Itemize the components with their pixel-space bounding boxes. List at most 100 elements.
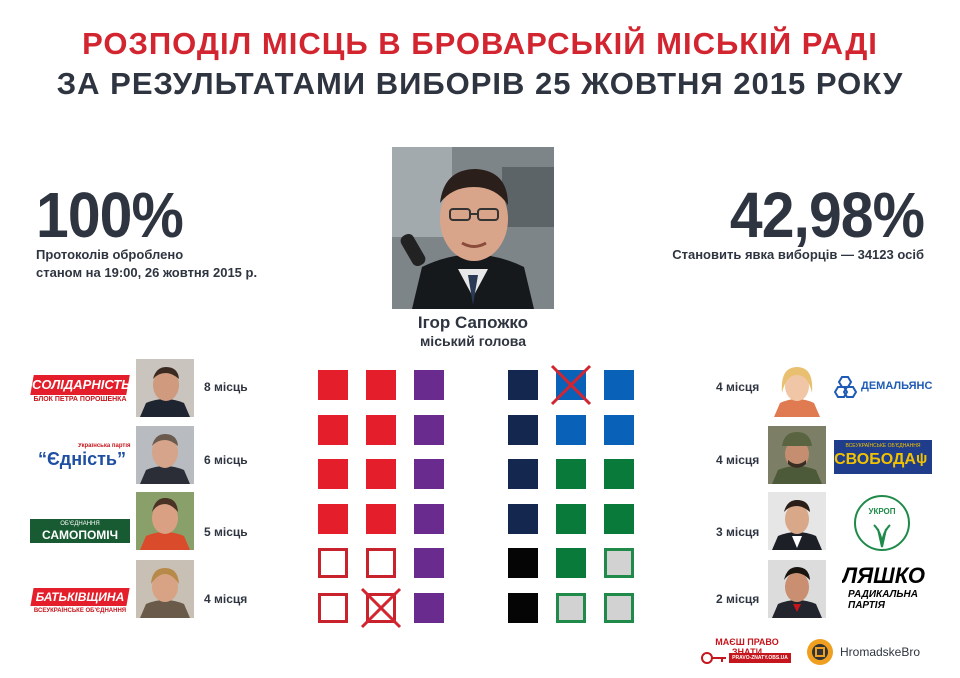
seat-square [508, 548, 538, 578]
seat-square [318, 459, 348, 489]
demalians-logo: ДЕМАЛЬЯНС [834, 372, 934, 402]
batkivshchyna-seats: 4 місця [204, 592, 248, 606]
ukrop-seats: 3 місця [716, 525, 760, 539]
batkivshchyna-leader-photo [136, 560, 194, 618]
demalians-leader-photo [768, 359, 826, 417]
seat-square [318, 503, 348, 534]
cross-icon [360, 587, 402, 628]
mayor-portrait-icon [392, 147, 554, 309]
batkivshchyna-logo-text: БАТЬКІВЩИНА [35, 590, 125, 604]
yednist-logo-top: Українська партія [78, 443, 131, 449]
solidarnist-leader-photo [136, 359, 194, 417]
yednist-logo-text: “Єдність” [38, 449, 126, 469]
mayor-role: міський голова [419, 333, 527, 349]
person-photo-icon [136, 426, 194, 484]
seat-square [508, 414, 538, 445]
svoboda-logo-text: СВОБОДА [834, 451, 916, 468]
person-photo-icon [768, 426, 826, 484]
mayor-photo [392, 147, 554, 309]
lyashko-logo-text: ЛЯШКО [842, 563, 926, 588]
ukrop-emblem-icon [854, 495, 910, 551]
yednist-logo: Українська партія “Єдність” [28, 443, 132, 475]
seat-square [414, 503, 444, 534]
hromadskebro-logo: HromadskeBro [806, 638, 936, 668]
turnout-value: 42,98% [729, 179, 925, 251]
svoboda-logo-top: ВСЕУКРАЇНСЬКЕ ОБ'ЄДНАННЯ [845, 443, 921, 449]
seat-square [318, 370, 348, 400]
yednist-leader-photo [136, 426, 194, 484]
seat-square [556, 503, 586, 534]
lyashko-seats: 2 місця [716, 592, 760, 606]
person-photo-icon [136, 560, 194, 618]
svoboda-logo: ВСЕУКРАЇНСЬКЕ ОБ'ЄДНАННЯ СВОБОДА ψ [834, 440, 932, 474]
mayor-name: Ігор Сапожко [417, 313, 529, 332]
samopomich-leader-photo [136, 492, 194, 550]
processed-protocols-caption-2: станом на 19:00, 26 жовтня 2015 р. [36, 265, 258, 280]
solidarnist-logo-sub: БЛОК ПЕТРА ПОРОШЕНКА [33, 396, 127, 403]
person-photo-icon [768, 359, 826, 417]
seat-square [414, 414, 444, 445]
samopomich-logo-top: ОБ'ЄДНАННЯ [60, 521, 100, 527]
seat-square [508, 459, 538, 489]
trident-icon: ψ [916, 450, 928, 467]
seat-square [414, 459, 444, 489]
ukrop-logo: УКРОП [852, 493, 912, 553]
batkivshchyna-logo: БАТЬКІВЩИНА ВСЕУКРАЇНСЬКЕ ОБ'ЄДНАННЯ [28, 588, 132, 618]
samopomich-seats: 5 місць [204, 525, 248, 539]
seat-square [508, 503, 538, 534]
cross-icon [550, 364, 592, 406]
lyashko-logo: ЛЯШКО РАДИКАЛЬНА ПАРТІЯ [842, 563, 934, 617]
seat-square [604, 503, 634, 534]
seat-square [414, 548, 444, 578]
person-photo-icon [136, 492, 194, 550]
seat-square [604, 370, 634, 400]
person-photo-icon [768, 560, 826, 618]
seat-square [508, 370, 538, 400]
svoboda-seats: 4 місця [716, 453, 760, 467]
seat-square [556, 459, 586, 489]
title-line-1: РОЗПОДІЛ МІСЦЬ В БРОВАРСЬКІЙ МІСЬКІЙ РАД… [82, 26, 878, 61]
seat-square [366, 548, 396, 578]
key-icon [701, 652, 726, 664]
seat-square [556, 414, 586, 445]
seat-square [556, 592, 586, 623]
person-photo-icon [136, 359, 194, 417]
seat-square [318, 414, 348, 445]
demalians-hexagon-icon [834, 376, 858, 398]
seat-square [508, 592, 538, 623]
seat-square [318, 548, 348, 578]
seat-square [366, 503, 396, 534]
ukrop-logo-text: УКРОП [868, 507, 896, 516]
solidarnist-logo-text: СОЛІДАРНІСТЬ [32, 377, 131, 392]
hromadskebro-text: HromadskeBro [840, 645, 921, 659]
svoboda-leader-photo [768, 426, 826, 484]
seat-square [366, 459, 396, 489]
seat-square [604, 459, 634, 489]
seat-square [604, 592, 634, 623]
batkivshchyna-logo-sub: ВСЕУКРАЇНСЬКЕ ОБ'ЄДНАННЯ [33, 608, 127, 614]
demalians-logo-text: ДЕМАЛЬЯНС [861, 380, 933, 392]
person-photo-icon [768, 492, 826, 550]
seat-square [414, 370, 444, 400]
seat-square [318, 592, 348, 623]
pravo-znaty-logo-text: МАЄШ ПРАВО ЗНАТИ [715, 637, 779, 657]
samopomich-logo: ОБ'ЄДНАННЯ САМОПОМІЧ [30, 519, 130, 543]
hromadskebro-icon [807, 639, 833, 665]
processed-protocols-caption-1: Протоколів оброблено [36, 247, 184, 262]
demalians-seats: 4 місця [716, 380, 760, 394]
title-line-2: ЗА РЕЗУЛЬТАТАМИ ВИБОРІВ 25 ЖОВТНЯ 2015 Р… [56, 66, 904, 101]
lyashko-logo-sub: РАДИКАЛЬНА ПАРТІЯ [848, 589, 918, 611]
seat-square [604, 548, 634, 578]
solidarnist-seats: 8 місць [204, 380, 248, 394]
turnout-caption: Становить явка виборців — 34123 осіб [672, 247, 924, 262]
seat-square [604, 414, 634, 445]
ukrop-leader-photo [768, 492, 826, 550]
pravo-znaty-logo: МАЄШ ПРАВО ЗНАТИ PRAVO-ZNATY.OBS.UA [701, 637, 793, 669]
lyashko-leader-photo [768, 560, 826, 618]
yednist-seats: 6 місць [204, 453, 248, 467]
seat-square [414, 592, 444, 623]
solidarnist-logo: СОЛІДАРНІСТЬ БЛОК ПЕТРА ПОРОШЕНКА [28, 375, 132, 407]
pravo-znaty-logo-sub: PRAVO-ZNATY.OBS.UA [729, 653, 791, 663]
seat-square [366, 370, 396, 400]
processed-protocols-value: 100% [36, 179, 184, 251]
